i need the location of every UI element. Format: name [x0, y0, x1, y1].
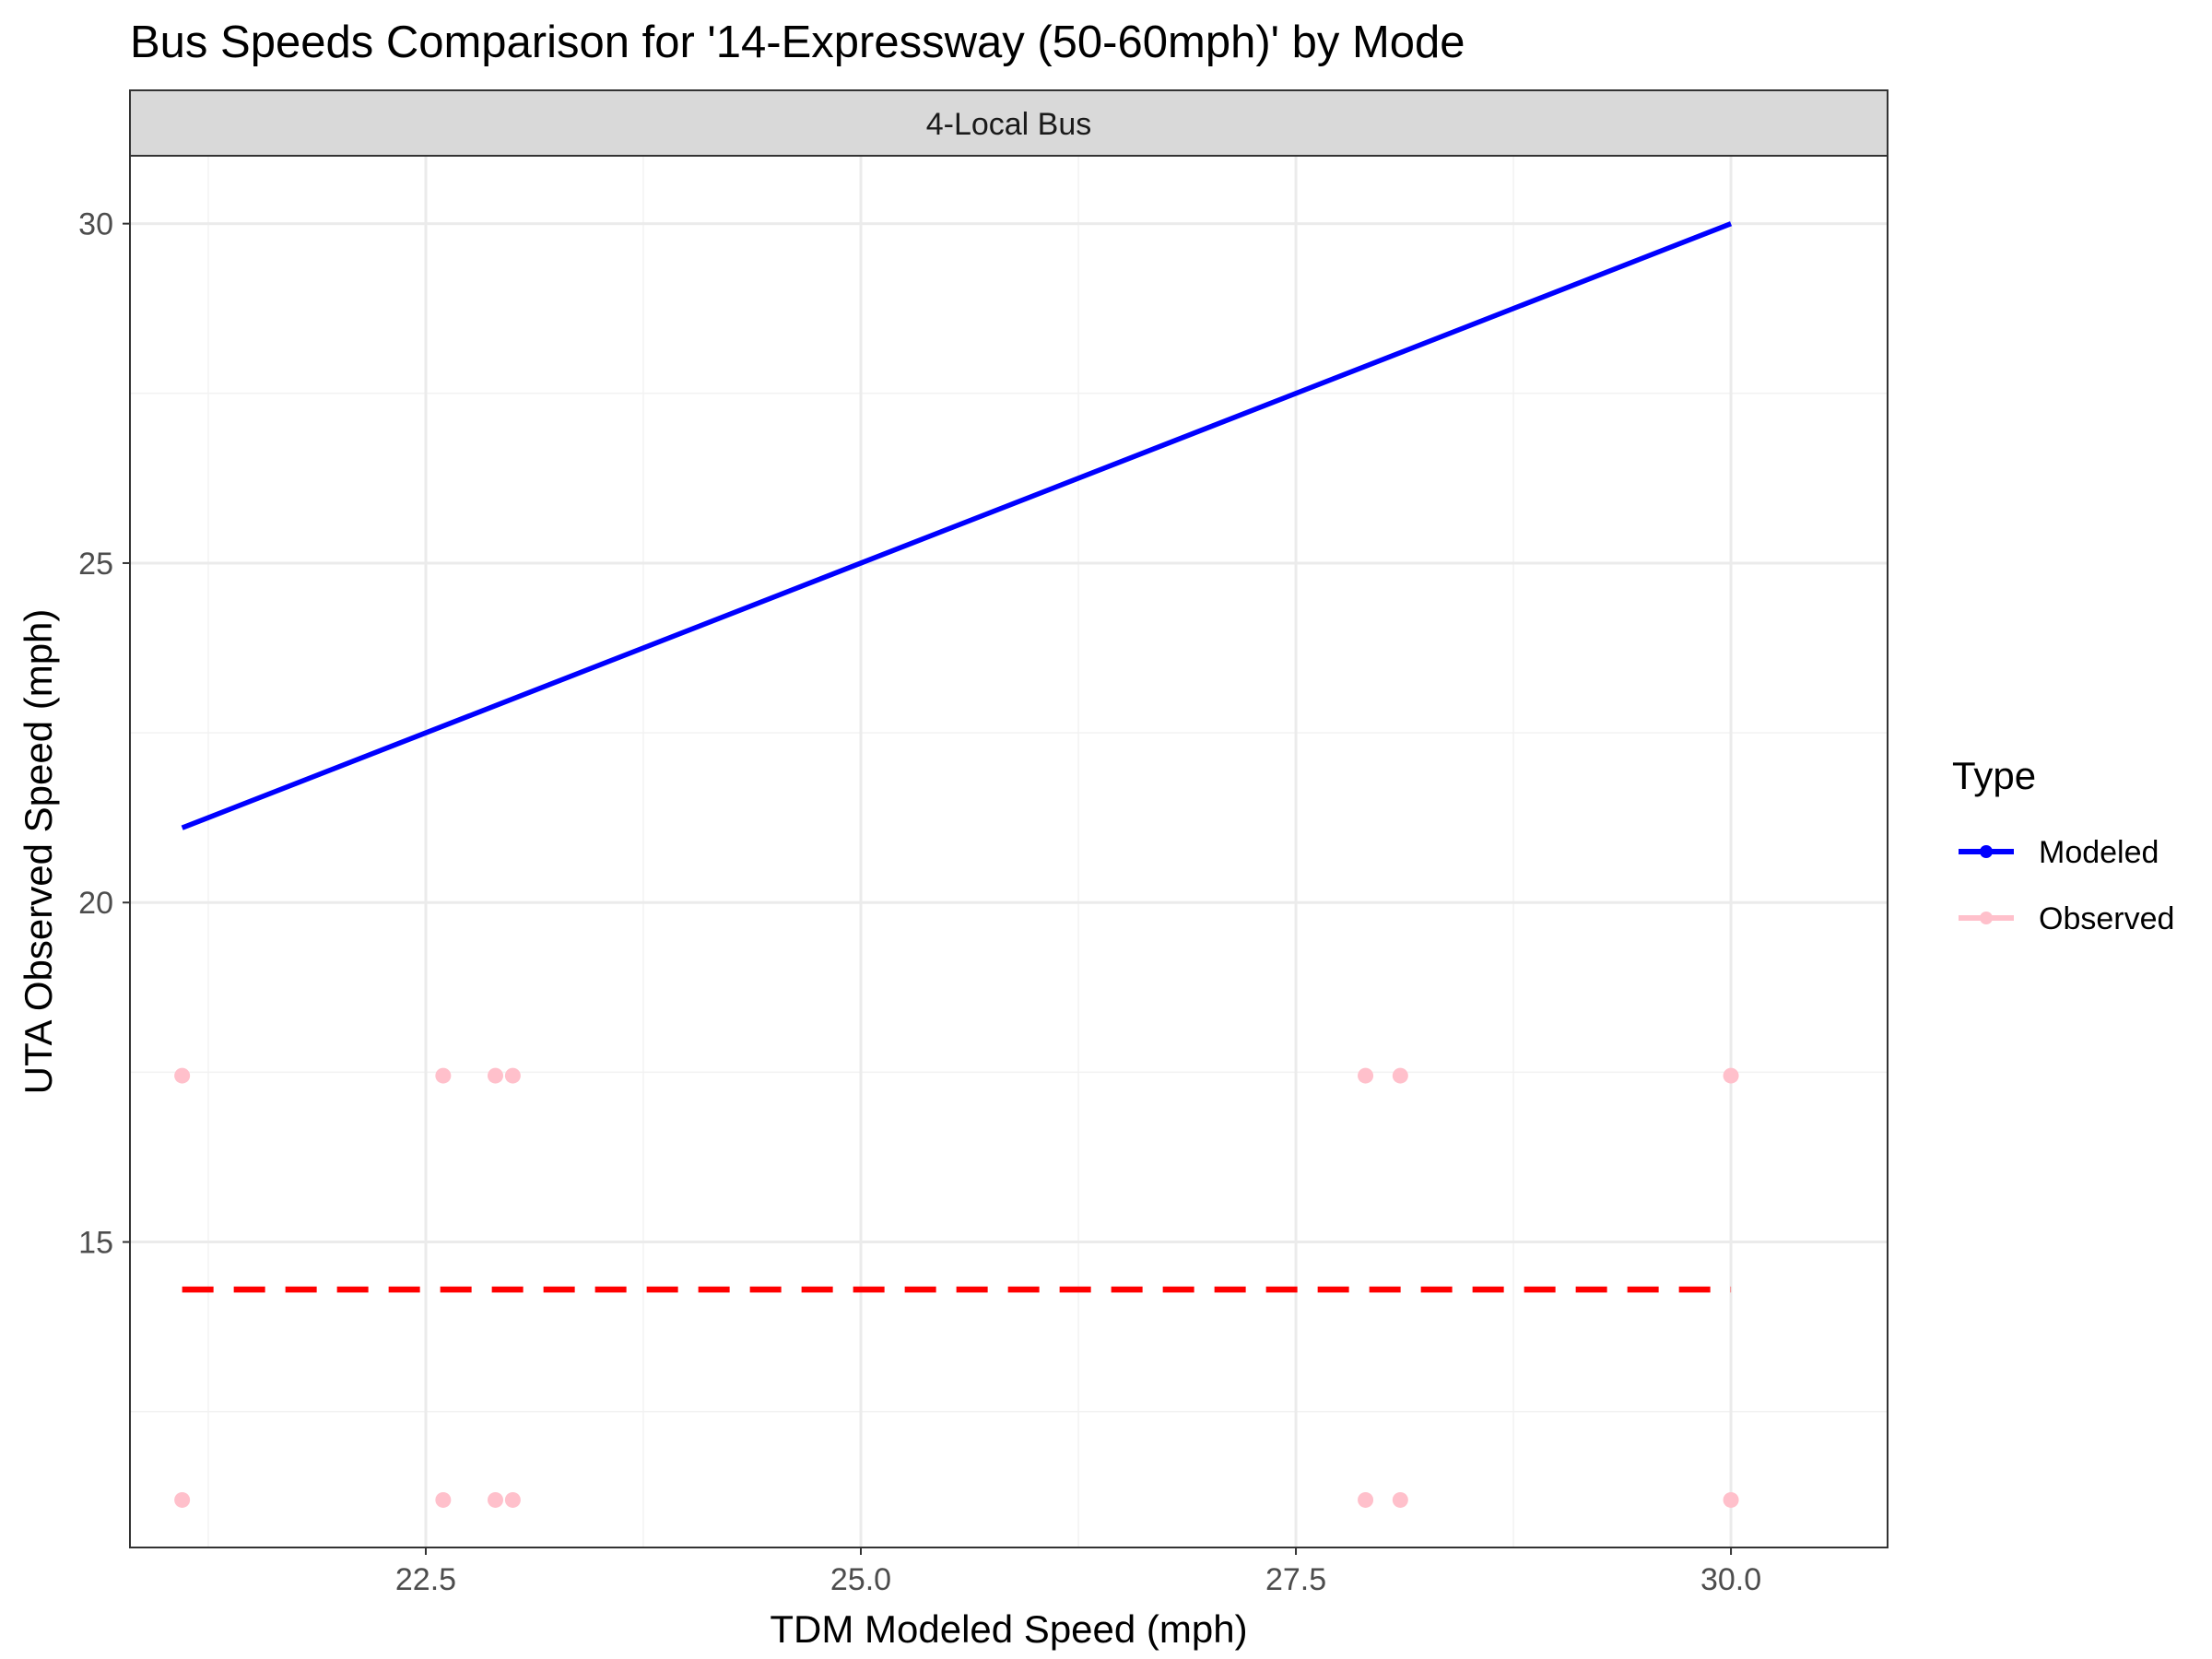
y-tick-label: 15: [78, 1226, 113, 1261]
observed-point: [488, 1491, 504, 1508]
observed-point: [1392, 1067, 1408, 1084]
legend-entries: Modeled Observed: [1959, 835, 2174, 936]
x-tick-label: 25.0: [830, 1562, 891, 1597]
observed-point: [174, 1491, 191, 1508]
grid: [130, 156, 1888, 1547]
facet-label: 4-Local Bus: [926, 107, 1092, 142]
legend-key-point: [1980, 845, 1993, 858]
modeled-line: [181, 221, 1733, 830]
y-axis: 15 20 25 30: [78, 207, 130, 1261]
y-tick-label: 20: [78, 886, 113, 921]
observed-point: [1723, 1067, 1739, 1084]
observed-point: [504, 1491, 521, 1508]
legend-label-modeled: Modeled: [2039, 835, 2159, 870]
observed-point: [174, 1067, 191, 1084]
legend-title: Type: [1952, 754, 2036, 797]
observed-point: [1358, 1067, 1374, 1084]
y-axis-title: UTA Observed Speed (mph): [17, 609, 60, 1095]
x-tick-label: 30.0: [1700, 1562, 1761, 1597]
y-tick-label: 30: [78, 207, 113, 242]
observed-point: [488, 1067, 504, 1084]
observed-point: [1723, 1491, 1739, 1508]
plot-panel: [130, 156, 1888, 1547]
observed-point: [1358, 1491, 1374, 1508]
plot-border: [129, 155, 1888, 1548]
legend-key-point: [1980, 912, 1993, 924]
observed-point: [504, 1067, 521, 1084]
series-layer: [174, 221, 1739, 1508]
x-axis-title: TDM Modeled Speed (mph): [770, 1607, 1247, 1651]
legend: Type Modeled Observed: [1952, 754, 2174, 936]
observed-point: [1392, 1491, 1408, 1508]
chart-title: Bus Speeds Comparison for '14-Expressway…: [130, 18, 1465, 67]
observed-point: [435, 1067, 452, 1084]
x-axis: 22.5 25.0 27.5 30.0: [395, 1547, 1761, 1597]
x-tick-label: 22.5: [395, 1562, 456, 1597]
observed-point: [435, 1491, 452, 1508]
y-tick-label: 25: [78, 547, 113, 582]
x-tick-label: 27.5: [1265, 1562, 1326, 1597]
facet-strip: [129, 89, 1888, 157]
legend-label-observed: Observed: [2039, 901, 2174, 936]
